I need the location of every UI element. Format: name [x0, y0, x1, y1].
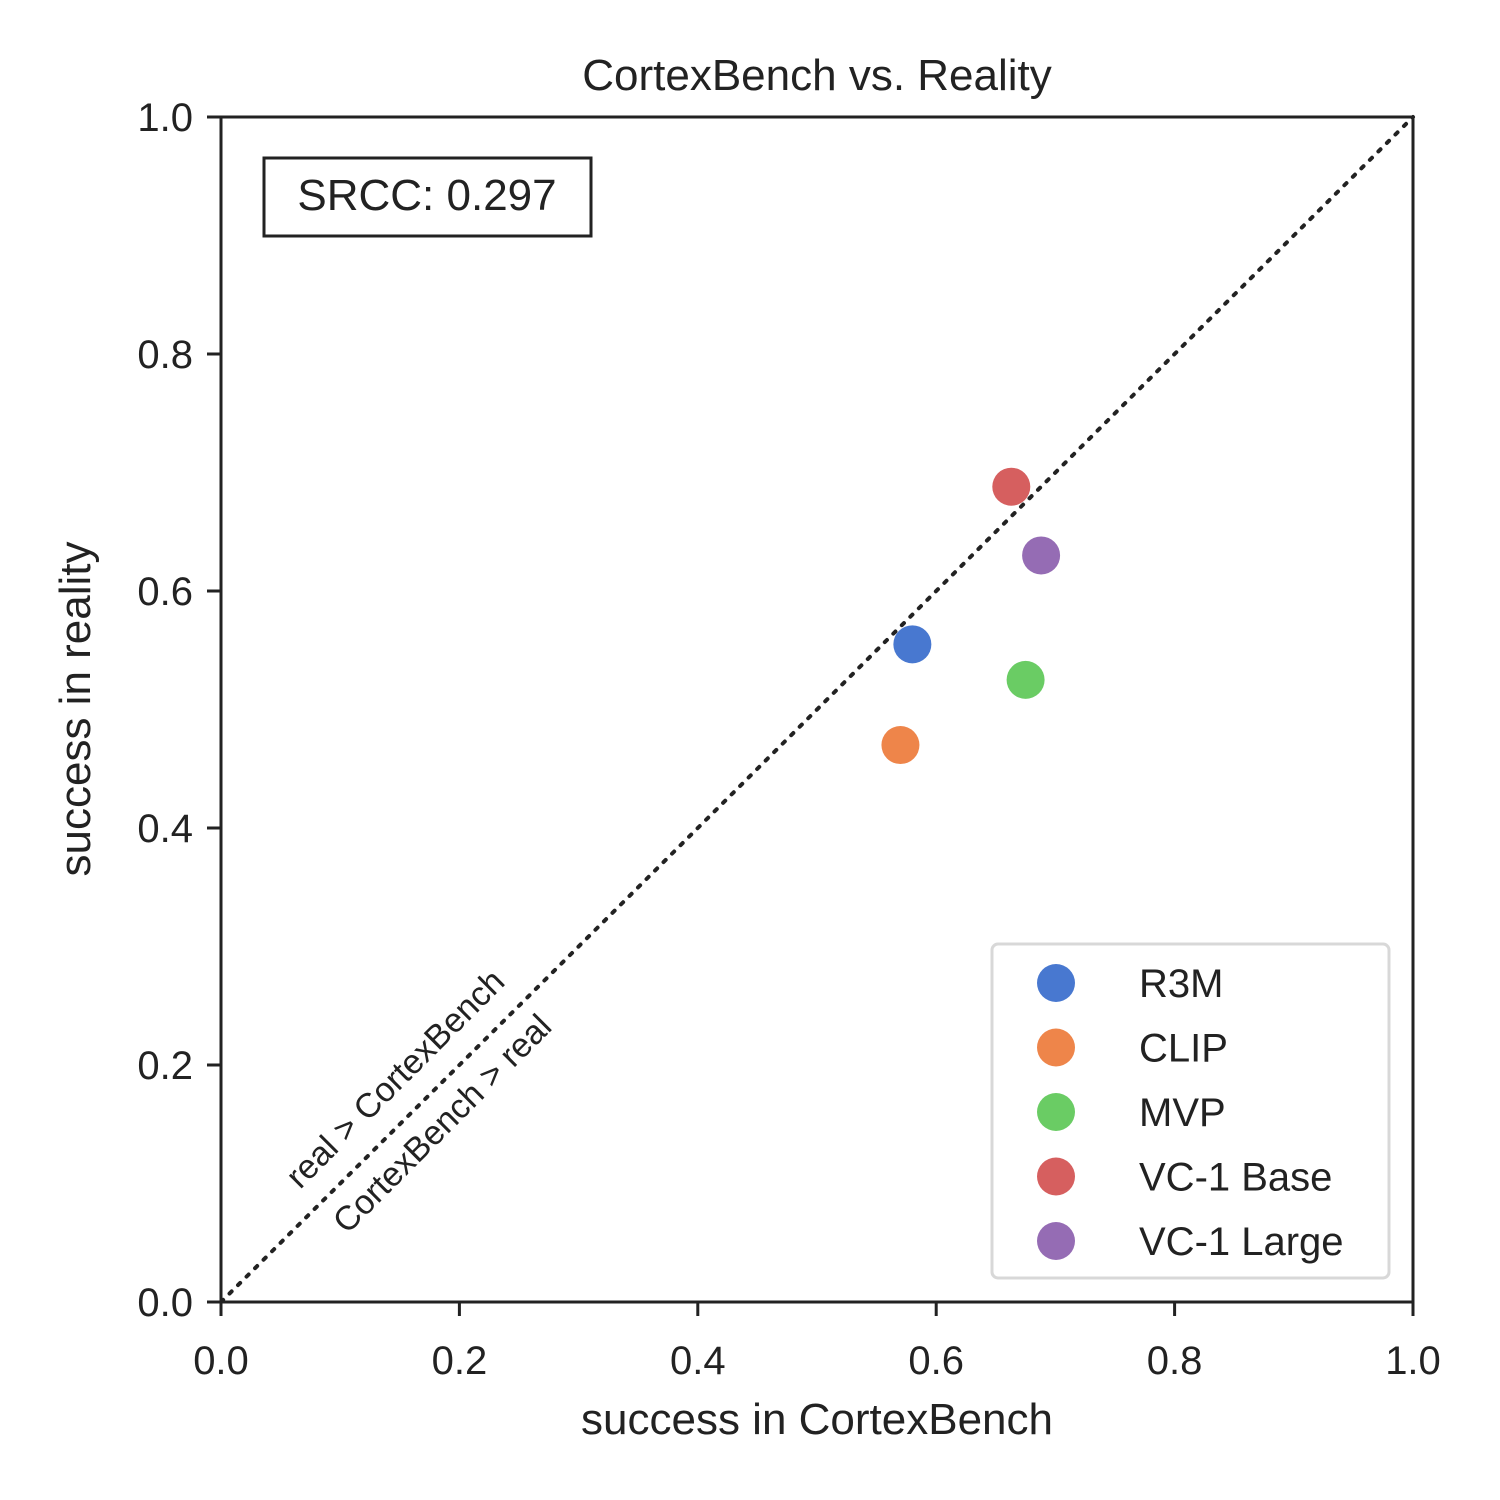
legend-label: MVP [1139, 1091, 1226, 1135]
diagonal-reference-line [219, 115, 1415, 1304]
x-tick-label: 1.0 [1385, 1339, 1441, 1383]
y-tick-label: 0.6 [137, 570, 193, 614]
y-tick-label: 0.4 [137, 807, 193, 851]
plot-area: 0.0 0.2 0.4 0.6 0.8 1.0 0.0 0.2 0.4 0.6 0.8 1.0 [137, 96, 1440, 1383]
legend-label: VC-1 Large [1139, 1220, 1344, 1264]
legend-marker [1037, 964, 1075, 1002]
legend-label: R3M [1139, 962, 1223, 1006]
x-axis-label: success in CortexBench [581, 1395, 1053, 1444]
legend-label: CLIP [1139, 1027, 1228, 1071]
axes-frame [219, 115, 1415, 1304]
x-tick-label: 0.4 [670, 1339, 726, 1383]
x-tick-label: 0.0 [193, 1339, 249, 1383]
legend-marker [1037, 1157, 1075, 1196]
legend-marker [1037, 1222, 1075, 1260]
legend: R3M CLIP MVP VC-1 Base VC-1 Large [990, 942, 1391, 1280]
legend-label: VC-1 Base [1139, 1156, 1332, 1200]
srcc-box: SRCC: 0.297 [262, 156, 593, 238]
y-tick-label: 1.0 [137, 96, 193, 140]
legend-frame [990, 942, 1391, 1280]
data-point [881, 726, 920, 765]
srcc-label: SRCC: 0.297 [297, 171, 556, 220]
data-point [992, 467, 1031, 506]
x-tick-label: 0.6 [908, 1339, 964, 1383]
legend-marker [1037, 1028, 1075, 1067]
data-point [893, 625, 932, 664]
legend-marker [1037, 1093, 1075, 1131]
y-tick-label: 0.0 [137, 1281, 193, 1325]
y-axis-label: success in reality [51, 541, 100, 876]
data-point [1006, 660, 1045, 699]
x-tick-label: 0.2 [432, 1339, 488, 1383]
x-tick-label: 0.8 [1147, 1339, 1203, 1383]
data-point [1022, 536, 1061, 575]
srcc-box-frame [262, 156, 593, 238]
y-tick-label: 0.8 [137, 333, 193, 377]
y-tick-label: 0.2 [137, 1044, 193, 1088]
chart-title: CortexBench vs. Reality [582, 51, 1052, 100]
